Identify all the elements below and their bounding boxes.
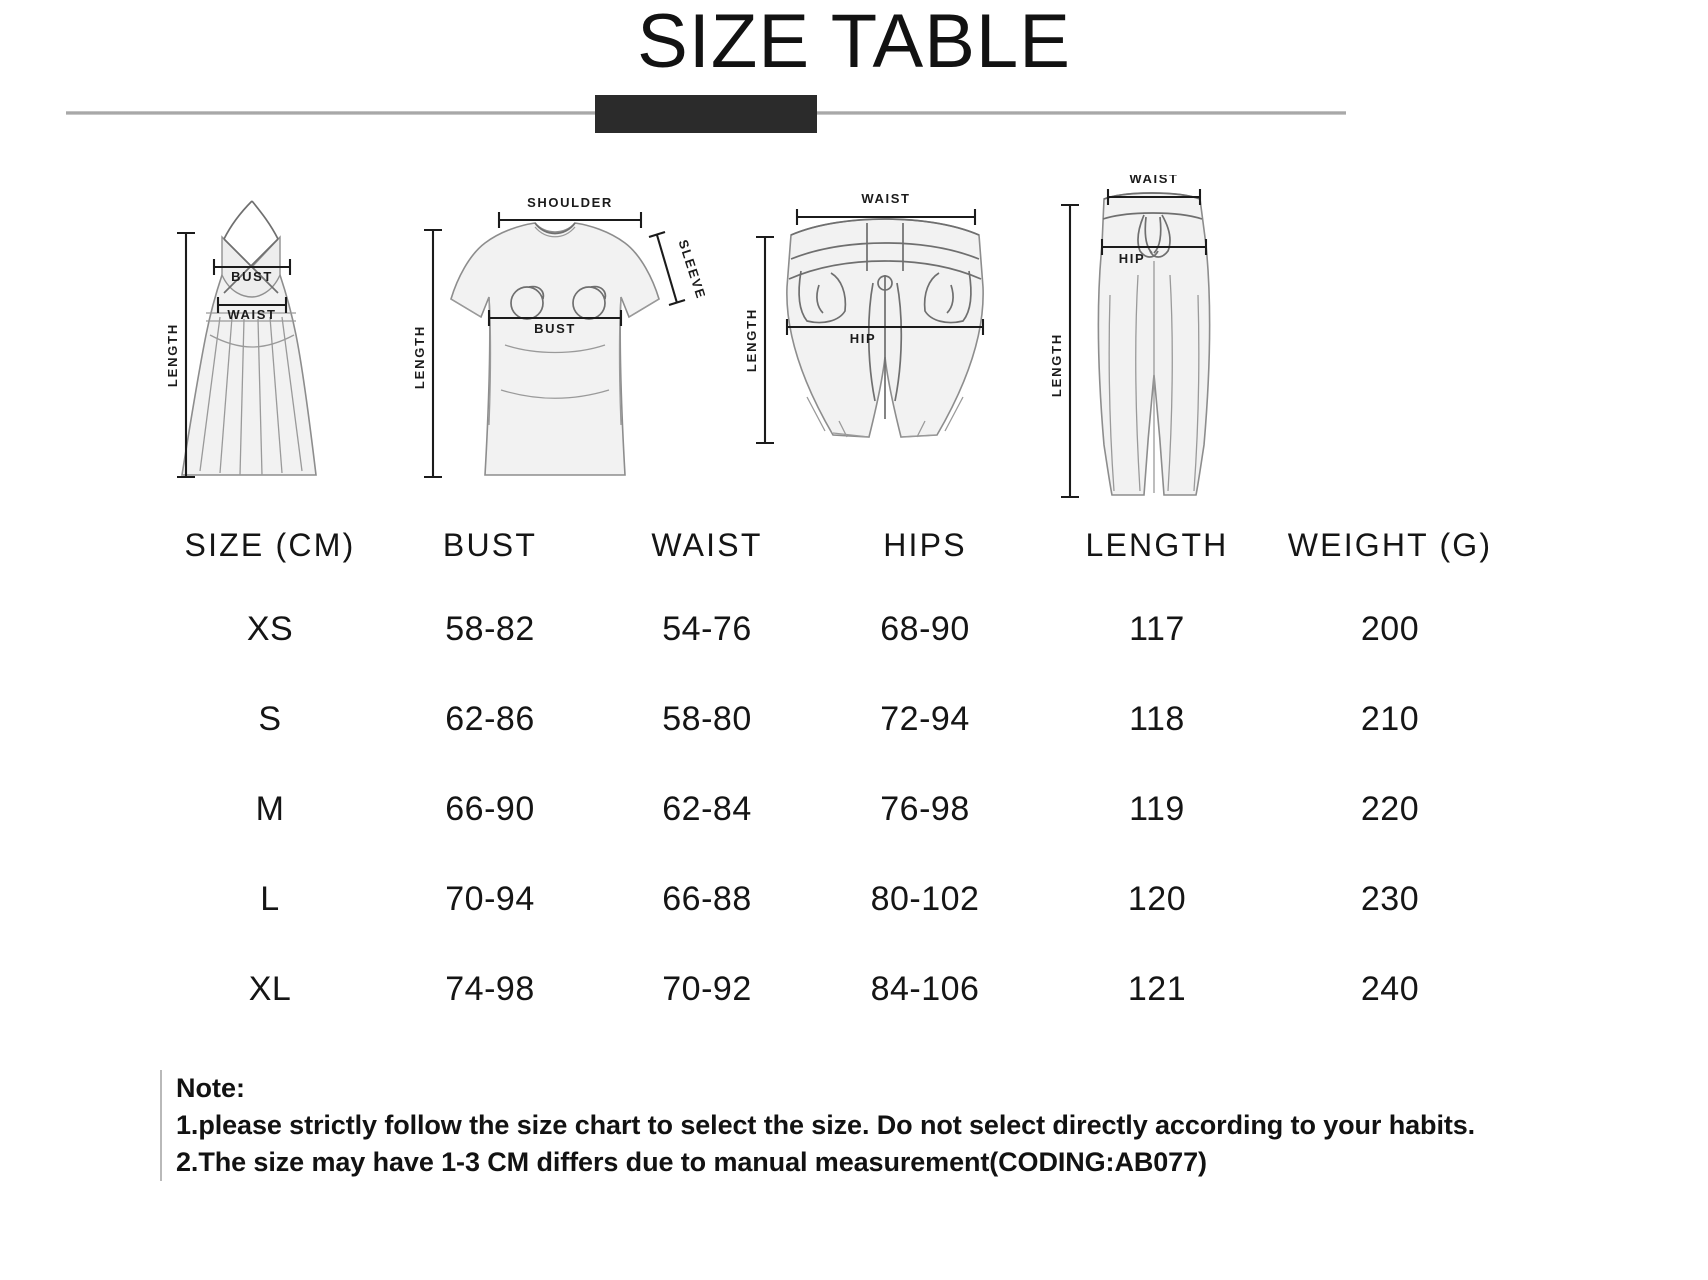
cell-waist: 54-76 [662,610,752,648]
cell-waist: 58-80 [662,700,752,738]
shorts-waist-dimension: WAIST [795,191,977,225]
cell-waist: 62-84 [662,790,752,828]
column-header-hips: HIPS [883,527,967,563]
cell-size: S [258,700,282,738]
cell-length: 117 [1129,610,1185,648]
cell-bust: 70-94 [445,880,535,918]
cell-length: 118 [1129,700,1185,738]
page-title: SIZE TABLE [637,0,1071,84]
cell-size: XS [246,610,294,648]
cell-waist: 70-92 [662,970,752,1008]
divider-block [595,95,817,133]
tshirt-length-dimension: LENGTH [412,228,442,479]
dress-waist-dimension: WAIST [216,297,288,322]
cell-weight: 210 [1360,700,1420,738]
dress-length-dimension: LENGTH [165,231,195,479]
pants-waist-label: WAIST [1129,175,1178,186]
shorts-waist-label: WAIST [861,191,910,206]
cell-weight: 200 [1360,610,1420,648]
column-header-waist: WAIST [651,527,763,563]
tshirt-drawing [450,222,660,476]
shorts-length-dimension: LENGTH [744,235,774,445]
column-header-length: LENGTH [1085,527,1229,563]
table-header-row: SIZE (CM) BUST WAIST HIPS LENGTH WEIGHT … [0,520,1708,592]
table-row: L 70-94 66-88 80-102 120 230 [0,862,1708,952]
note-block: Note: 1.please strictly follow the size … [160,1070,1496,1181]
pants-length-label: LENGTH [1049,333,1064,397]
cell-bust: 66-90 [445,790,535,828]
cell-bust: 74-98 [445,970,535,1008]
shorts-hip-dimension: HIP [785,319,985,346]
table-row: XS 58-82 54-76 68-90 117 200 [0,592,1708,682]
cell-length: 120 [1127,880,1187,918]
pants-length-dimension: LENGTH [1049,203,1079,499]
cell-hips: 68-90 [880,610,970,648]
illustration-shorts: WAIST HIP LENGTH [735,175,1035,520]
cell-waist: 66-88 [662,880,752,918]
cell-length: 121 [1127,970,1187,1008]
tshirt-sleeve-label: SLEEVE [676,238,705,302]
dress-bust-dimension: BUST [212,259,292,284]
table-row: XL 74-98 70-92 84-106 121 240 [0,952,1708,1042]
dress-drawing [181,200,317,476]
pants-hip-label: HIP [1119,251,1145,266]
dress-bust-label: BUST [231,269,273,284]
table-row: S 62-86 58-80 72-94 118 210 [0,682,1708,772]
cell-size: XL [248,970,292,1008]
cell-bust: 58-82 [445,610,535,648]
column-header-size: SIZE (CM) [184,527,356,563]
pants-waist-dimension: WAIST [1106,175,1202,205]
cell-weight: 240 [1360,970,1420,1008]
garment-illustrations: LENGTH BUST WAIST [0,175,1708,520]
illustration-pants: WAIST HIP LENGTH [1040,175,1270,520]
dress-waist-label: WAIST [227,307,276,322]
cell-length: 119 [1129,790,1185,828]
shorts-hip-label: HIP [850,331,876,346]
column-header-weight: WEIGHT (G) [1287,527,1493,563]
cell-hips: 76-98 [880,790,970,828]
cell-hips: 80-102 [870,880,980,918]
tshirt-bust-dimension: BUST [487,310,623,336]
tshirt-shoulder-label: SHOULDER [527,195,613,210]
tshirt-shoulder-dimension: SHOULDER [497,195,643,228]
illustration-dress: LENGTH BUST WAIST [160,175,340,520]
cell-size: M [255,790,285,828]
cell-bust: 62-86 [445,700,535,738]
cell-hips: 84-106 [870,970,980,1008]
table-row: M 66-90 62-84 76-98 119 220 [0,772,1708,862]
cell-size: L [260,880,280,918]
cell-weight: 220 [1360,790,1420,828]
pants-drawing [1097,192,1211,496]
dress-length-label: LENGTH [165,323,180,387]
tshirt-bust-label: BUST [534,321,576,336]
pants-hip-dimension: HIP [1100,239,1208,266]
size-table: SIZE (CM) BUST WAIST HIPS LENGTH WEIGHT … [0,520,1708,1042]
illustration-tshirt: SHOULDER SLEEVE BUST [405,175,705,520]
title-divider [0,95,1708,145]
note-line-1: 1.please strictly follow the size chart … [176,1110,1476,1140]
cell-weight: 230 [1360,880,1420,918]
tshirt-length-label: LENGTH [412,325,427,389]
note-heading: Note: [176,1073,245,1103]
note-line-2: 2.The size may have 1-3 CM differs due t… [176,1147,1207,1177]
shorts-length-label: LENGTH [744,308,759,372]
cell-hips: 72-94 [880,700,970,738]
column-header-bust: BUST [442,527,538,563]
